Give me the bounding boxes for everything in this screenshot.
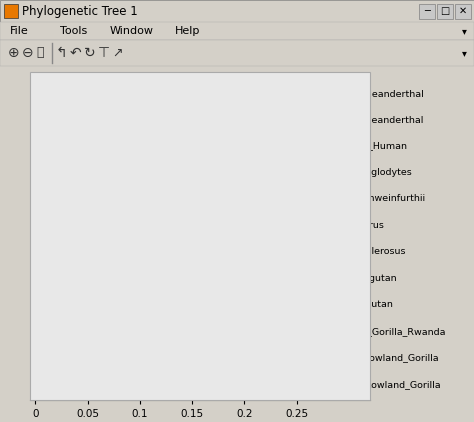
Text: ▾: ▾ (462, 26, 467, 36)
Bar (0, 22, 474, 40)
Text: Window: Window (110, 26, 154, 36)
Bar (30, 72, 370, 400)
Text: Eastern_Lowland_Gorilla: Eastern_Lowland_Gorilla (323, 353, 438, 362)
Text: ↗: ↗ (112, 46, 122, 60)
Text: Chimp_Vellerosus: Chimp_Vellerosus (323, 247, 406, 257)
Text: Chimp_Schweinfurthii: Chimp_Schweinfurthii (323, 195, 426, 203)
Bar (419, 4, 435, 19)
Text: ─: ─ (424, 6, 430, 16)
Bar (0, 0, 474, 22)
Text: Mountain_Gorilla_Rwanda: Mountain_Gorilla_Rwanda (323, 327, 446, 336)
Text: ▾: ▾ (462, 48, 467, 58)
Text: ⊖: ⊖ (22, 46, 34, 60)
Bar (0, 40, 474, 66)
Text: German_Neanderthal: German_Neanderthal (323, 89, 425, 97)
Text: ↶: ↶ (70, 46, 82, 60)
Text: Jari_Orangutan: Jari_Orangutan (323, 300, 394, 309)
Bar (455, 4, 471, 19)
Text: ⊕: ⊕ (8, 46, 19, 60)
Text: Chimp_Troglodytes: Chimp_Troglodytes (323, 168, 413, 177)
Text: ✕: ✕ (459, 6, 467, 16)
Text: ↰: ↰ (56, 46, 68, 60)
Text: ✋: ✋ (36, 46, 44, 60)
Text: Chimp_Verus: Chimp_Verus (323, 221, 385, 230)
Text: European_Human: European_Human (323, 141, 407, 151)
Text: Tools: Tools (60, 26, 87, 36)
Text: □: □ (440, 6, 450, 16)
Text: Puti_Orangutan: Puti_Orangutan (323, 274, 397, 283)
Text: Help: Help (175, 26, 201, 36)
Text: Western_Lowland_Gorilla: Western_Lowland_Gorilla (323, 380, 442, 389)
Text: Russian_Neanderthal: Russian_Neanderthal (323, 115, 423, 124)
Bar (4, 4, 18, 18)
Text: ⊤: ⊤ (98, 46, 110, 60)
Bar (437, 4, 453, 19)
Text: File: File (10, 26, 29, 36)
Text: Phylogenetic Tree 1: Phylogenetic Tree 1 (22, 5, 138, 17)
Text: ↻: ↻ (84, 46, 96, 60)
